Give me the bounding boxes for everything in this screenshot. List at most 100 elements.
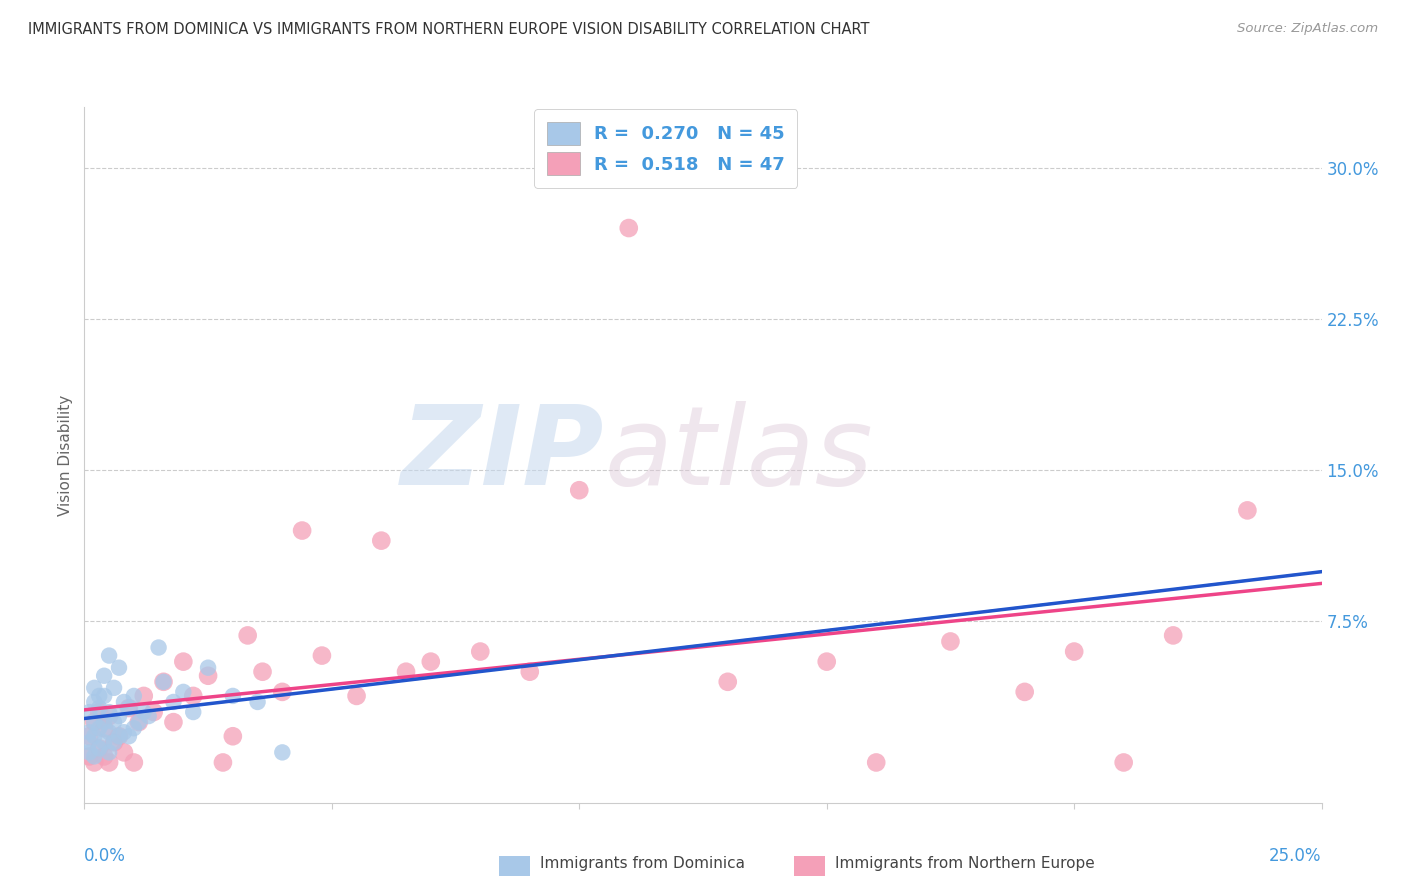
Point <box>470 644 492 658</box>
Point <box>83 715 105 730</box>
Point <box>122 689 145 703</box>
Text: atlas: atlas <box>605 401 873 508</box>
Point <box>1014 685 1036 699</box>
Y-axis label: Vision Disability: Vision Disability <box>58 394 73 516</box>
Point <box>118 701 141 715</box>
Point <box>108 729 131 743</box>
Point <box>103 681 125 695</box>
Point <box>79 735 101 749</box>
Point <box>1161 628 1184 642</box>
Point <box>89 741 111 756</box>
Point <box>181 705 204 719</box>
Point <box>172 685 194 699</box>
Point <box>138 709 160 723</box>
Point <box>197 661 219 675</box>
Point <box>1236 503 1258 517</box>
Point <box>103 735 125 749</box>
Point <box>83 695 105 709</box>
Point <box>617 221 640 235</box>
Point <box>346 689 368 703</box>
Point <box>197 669 219 683</box>
Point <box>122 721 145 735</box>
Point <box>108 729 131 743</box>
Point <box>212 756 235 770</box>
Point <box>89 721 111 735</box>
Point <box>83 749 105 764</box>
Point <box>93 721 115 735</box>
Point <box>79 745 101 759</box>
Point <box>128 715 150 730</box>
Point <box>79 725 101 739</box>
Point <box>79 729 101 743</box>
Point <box>162 695 184 709</box>
Point <box>142 705 165 719</box>
Point <box>236 628 259 642</box>
Point <box>118 729 141 743</box>
Point <box>118 701 141 715</box>
Point <box>395 665 418 679</box>
Point <box>108 661 131 675</box>
Point <box>271 685 294 699</box>
Point <box>98 705 121 719</box>
Point <box>93 669 115 683</box>
Point <box>89 701 111 715</box>
Point <box>103 715 125 730</box>
Point <box>246 695 269 709</box>
Point <box>128 715 150 730</box>
Point <box>519 665 541 679</box>
Point <box>89 705 111 719</box>
Point <box>152 674 174 689</box>
Point <box>252 665 274 679</box>
Point <box>132 705 155 719</box>
Point <box>93 749 115 764</box>
Point <box>568 483 591 498</box>
Point <box>93 689 115 703</box>
Point <box>311 648 333 663</box>
Point <box>181 689 204 703</box>
Point <box>89 689 111 703</box>
Point <box>108 709 131 723</box>
Text: IMMIGRANTS FROM DOMINICA VS IMMIGRANTS FROM NORTHERN EUROPE VISION DISABILITY CO: IMMIGRANTS FROM DOMINICA VS IMMIGRANTS F… <box>28 22 870 37</box>
Point <box>93 715 115 730</box>
Point <box>98 648 121 663</box>
Point <box>717 674 740 689</box>
Point <box>419 655 441 669</box>
Point <box>222 729 245 743</box>
Point <box>1112 756 1135 770</box>
Point <box>98 725 121 739</box>
Point <box>93 735 115 749</box>
Point <box>79 749 101 764</box>
Point <box>370 533 392 548</box>
Point <box>112 695 135 709</box>
Point <box>98 709 121 723</box>
Point <box>865 756 887 770</box>
Point <box>152 674 174 689</box>
Point <box>815 655 838 669</box>
Point <box>1063 644 1085 658</box>
Point <box>122 756 145 770</box>
Point <box>222 689 245 703</box>
Point <box>98 745 121 759</box>
Point <box>132 689 155 703</box>
Point <box>112 745 135 759</box>
Point <box>83 681 105 695</box>
Point <box>98 756 121 770</box>
Point <box>103 735 125 749</box>
Point <box>148 640 170 655</box>
Point <box>79 705 101 719</box>
Text: Immigrants from Dominica: Immigrants from Dominica <box>540 856 745 871</box>
Text: 25.0%: 25.0% <box>1270 847 1322 865</box>
Text: ZIP: ZIP <box>401 401 605 508</box>
Text: Immigrants from Northern Europe: Immigrants from Northern Europe <box>835 856 1095 871</box>
Point <box>112 725 135 739</box>
Point <box>83 715 105 730</box>
Point <box>83 729 105 743</box>
Point <box>83 756 105 770</box>
Text: Source: ZipAtlas.com: Source: ZipAtlas.com <box>1237 22 1378 36</box>
Point <box>162 715 184 730</box>
Point <box>172 655 194 669</box>
Point <box>939 634 962 648</box>
Point <box>271 745 294 759</box>
Point <box>89 741 111 756</box>
Point <box>291 524 314 538</box>
